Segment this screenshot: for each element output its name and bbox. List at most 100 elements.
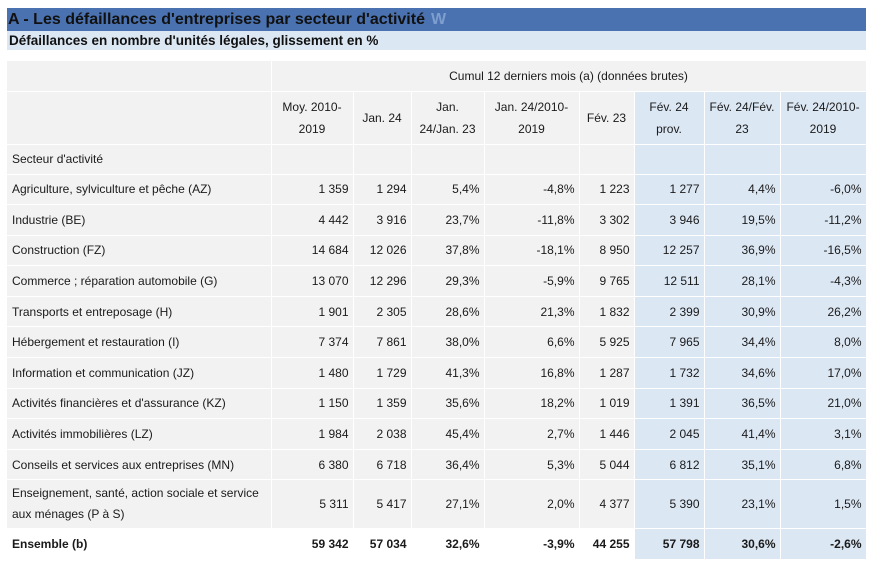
cell-col-5: 12 257 (634, 235, 705, 267)
cell-col-1: 1 729 (353, 357, 412, 389)
cell-col-4: 1 446 (579, 418, 635, 450)
cell-col-3: -18,1% (484, 235, 580, 267)
cell-col-2: 28,6% (411, 296, 485, 328)
cell-col-0: 7 374 (271, 326, 354, 359)
cell-col-1: 2 305 (353, 296, 412, 328)
cell-col-3: -5,9% (484, 265, 580, 297)
subtitle-bar: Défaillances en nombre d'unités légales,… (7, 31, 866, 50)
cell-col-3: 5,3% (484, 449, 580, 481)
corner-cell (7, 61, 272, 92)
total-row: Ensemble (b) 59 342 57 034 32,6% -3,9% 44 255… (7, 528, 867, 561)
cell-col-2: 5,4% (411, 174, 485, 206)
cell-col-6: 23,1% (704, 479, 781, 530)
cell-col-6: 28,1% (704, 265, 781, 297)
cell-col-7: -11,2% (780, 204, 867, 236)
cell-col-6: 19,5% (704, 204, 781, 236)
page-title: A - Les défaillances d'entreprises par s… (7, 8, 446, 31)
cell-col-2: 45,4% (411, 418, 485, 450)
row-label: Ensemble (b) (7, 528, 272, 561)
cell-col-5: 1 277 (634, 174, 705, 206)
group-header: Cumul 12 derniers mois (a) (données brut… (271, 61, 867, 92)
cell-col-2: 29,3% (411, 265, 485, 297)
cell-col-5: 6 812 (634, 449, 705, 481)
table-row: Commerce ; réparation automobile (G) 13 0… (7, 265, 867, 297)
cell-col-7: -6,0% (780, 174, 867, 206)
col-header-fev-24-fev-23: Fév. 24/Fév. 23 (704, 91, 781, 145)
table-row: Information et communication (JZ) 1 480 1 … (7, 357, 867, 389)
row-label: Hébergement et restauration (I) (7, 326, 272, 359)
col-header-fev-24-prov: Fév. 24 prov. (634, 91, 705, 145)
cell-col-5: 2 045 (634, 418, 705, 450)
cell-col-1: 1 359 (353, 388, 412, 420)
cell-col-5: 12 511 (634, 265, 705, 297)
corner-cell-2 (7, 91, 272, 145)
table-row: Agriculture, sylviculture et pêche (AZ) 1… (7, 174, 867, 206)
cell-col-1: 5 417 (353, 479, 412, 530)
cell-col-2: 35,6% (411, 388, 485, 420)
table-row: Construction (FZ) 14 684 12 026 37,8% -18,1%… (7, 235, 867, 267)
cell-col-1: 2 038 (353, 418, 412, 450)
cell-col-7: 21,0% (780, 388, 867, 420)
cell-col-1: 3 916 (353, 204, 412, 236)
title-mark: W (430, 11, 447, 28)
cell-col-6: 41,4% (704, 418, 781, 450)
cell-col-5: 2 399 (634, 296, 705, 328)
table-row: Hébergement et restauration (I) 7 374 7 86… (7, 326, 867, 359)
cell-col-6: 30,6% (704, 528, 781, 561)
row-label: Agriculture, sylviculture et pêche (AZ) (7, 174, 272, 206)
cell-col-0: 6 380 (271, 449, 354, 481)
row-label: Construction (FZ) (7, 235, 272, 267)
section-label: Secteur d'activité (7, 144, 272, 175)
col-header-jan-24-jan-23: Jan. 24/Jan. 23 (411, 91, 485, 145)
cell-col-4: 44 255 (579, 528, 635, 561)
cell-col-1: 6 718 (353, 449, 412, 481)
cell-col-6: 30,9% (704, 296, 781, 328)
cell-col-4: 1 223 (579, 174, 635, 206)
cell-col-0: 1 901 (271, 296, 354, 328)
cell-col-5: 1 391 (634, 388, 705, 420)
cell-col-0: 1 480 (271, 357, 354, 389)
col-header-fev-23: Fév. 23 (579, 91, 635, 145)
cell-col-4: 1 019 (579, 388, 635, 420)
cell-col-0: 1 359 (271, 174, 354, 206)
cell-col-5: 57 798 (634, 528, 705, 561)
cell-col-2: 37,8% (411, 235, 485, 267)
cell-col-5: 3 946 (634, 204, 705, 236)
cell-col-4: 4 377 (579, 479, 635, 530)
row-label: Information et communication (JZ) (7, 357, 272, 389)
cell-col-4: 1 287 (579, 357, 635, 389)
page-title-text: A - Les défaillances d'entreprises par s… (8, 11, 425, 28)
col-header-moy-2010-2019: Moy. 2010-2019 (271, 91, 354, 145)
cell-col-1: 1 294 (353, 174, 412, 206)
table-row: Transports et entreposage (H) 1 901 2 305 2… (7, 296, 867, 328)
cell-col-5: 7 965 (634, 326, 705, 359)
cell-col-7: 1,5% (780, 479, 867, 530)
cell-col-3: -11,8% (484, 204, 580, 236)
table-row: Activités immobilières (LZ) 1 984 2 038 45,… (7, 418, 867, 450)
cell-col-7: 26,2% (780, 296, 867, 328)
cell-col-2: 27,1% (411, 479, 485, 530)
cell-col-1: 12 296 (353, 265, 412, 297)
cell-col-2: 41,3% (411, 357, 485, 389)
row-label: Industrie (BE) (7, 204, 272, 236)
cell-col-2: 38,0% (411, 326, 485, 359)
table-row: Activités financières et d'assurance (KZ… (7, 388, 867, 420)
row-label: Commerce ; réparation automobile (G) (7, 265, 272, 297)
section-row: Secteur d'activité (7, 144, 867, 175)
table-row: Enseignement, santé, action sociale et s… (7, 479, 867, 530)
page-subtitle: Défaillances en nombre d'unités légales,… (9, 33, 379, 48)
cell-col-3: -4,8% (484, 174, 580, 206)
col-header-jan-24-2010-2019: Jan. 24/2010-2019 (484, 91, 580, 145)
cell-col-0: 1 150 (271, 388, 354, 420)
cell-col-4: 3 302 (579, 204, 635, 236)
data-table: Cumul 12 derniers mois (a) (données brut… (7, 61, 867, 561)
cell-col-3: -3,9% (484, 528, 580, 561)
group-header-row: Cumul 12 derniers mois (a) (données brut… (7, 61, 867, 92)
cell-col-7: -2,6% (780, 528, 867, 561)
cell-col-0: 1 984 (271, 418, 354, 450)
cell-col-0: 59 342 (271, 528, 354, 561)
cell-col-0: 5 311 (271, 479, 354, 530)
cell-col-0: 13 070 (271, 265, 354, 297)
cell-col-1: 12 026 (353, 235, 412, 267)
cell-col-1: 7 861 (353, 326, 412, 359)
